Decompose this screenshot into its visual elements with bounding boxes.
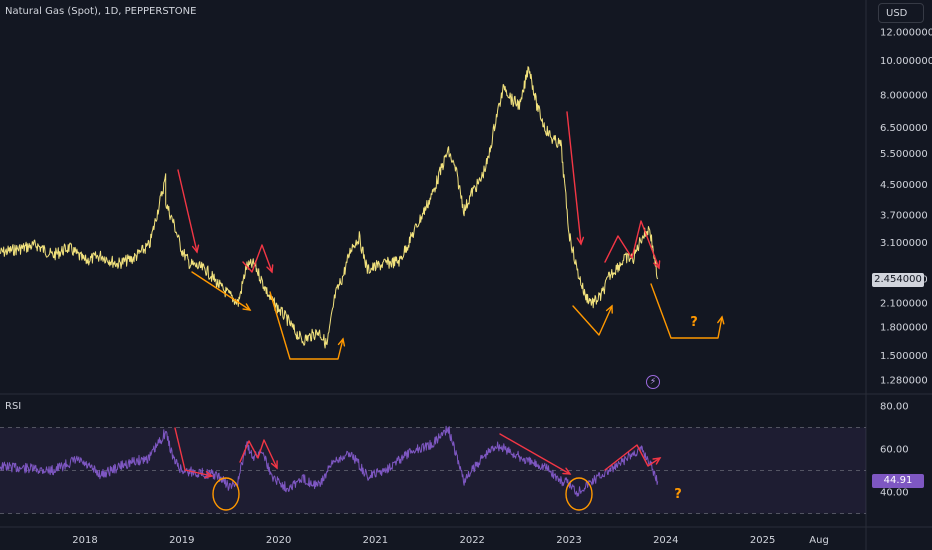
red-arrow-head xyxy=(576,236,585,246)
red-arrow-head xyxy=(653,260,661,270)
time-tick-label: 2020 xyxy=(266,535,291,546)
time-tick-label: Aug xyxy=(809,535,829,546)
price-series-line xyxy=(0,66,659,349)
red-arrow-head xyxy=(652,457,662,465)
price-tick-label: 12.000000 xyxy=(880,28,932,39)
price-tick-label: 1.800000 xyxy=(880,322,928,333)
time-tick-label: 2018 xyxy=(72,535,97,546)
red-arrow-head xyxy=(270,460,278,470)
price-tick-label: 3.700000 xyxy=(880,210,928,221)
price-tick-label: 8.000000 xyxy=(880,91,928,102)
orange-arrow-head xyxy=(337,337,346,347)
lightning-icon[interactable]: ⚡ xyxy=(646,375,660,389)
rsi-series-line xyxy=(0,425,659,497)
orange-circle xyxy=(565,477,593,511)
orange-arrow xyxy=(572,305,613,336)
rsi-value-tag: 44.91 xyxy=(872,474,924,488)
time-tick-label: 2019 xyxy=(169,535,194,546)
price-tick-label: 2.100000 xyxy=(880,299,928,310)
time-tick-label: 2024 xyxy=(653,535,678,546)
time-tick-label: 2025 xyxy=(750,535,775,546)
question-mark-annotation: ? xyxy=(674,487,682,502)
price-tick-label: 5.500000 xyxy=(880,149,928,160)
red-arrow-head xyxy=(562,467,572,475)
red-arrow-head xyxy=(266,264,274,274)
red-arrow-head xyxy=(191,244,200,254)
chart-title: Natural Gas (Spot), 1D, PEPPERSTONE xyxy=(5,6,197,17)
red-arrow xyxy=(499,433,571,475)
red-arrow xyxy=(566,111,582,245)
price-tick-label: 1.500000 xyxy=(880,351,928,362)
orange-arrow-head xyxy=(242,303,252,311)
time-tick-label: 2023 xyxy=(556,535,581,546)
red-arrow xyxy=(174,427,213,477)
price-tick-label: 10.000000 xyxy=(880,56,932,67)
orange-arrow-head xyxy=(717,315,725,325)
question-mark-annotation: ? xyxy=(690,315,698,330)
orange-arrow xyxy=(650,283,723,339)
red-arrow xyxy=(177,169,198,253)
time-tick-label: 2021 xyxy=(363,535,388,546)
red-arrow xyxy=(242,244,273,273)
rsi-tick-label: 60.00 xyxy=(880,445,909,456)
orange-circle xyxy=(212,477,240,511)
price-tick-label: 3.100000 xyxy=(880,238,928,249)
red-arrow xyxy=(604,444,661,471)
price-tick-label: 6.500000 xyxy=(880,123,928,134)
red-arrow xyxy=(604,220,660,269)
price-tick-label: 1.280000 xyxy=(880,376,928,387)
orange-arrow xyxy=(269,291,344,360)
rsi-tick-label: 80.00 xyxy=(880,402,909,413)
orange-arrow-head xyxy=(605,304,613,314)
last-price-tag: 2.454000 xyxy=(872,273,924,287)
red-arrow xyxy=(239,439,278,469)
red-arrow-head xyxy=(204,471,214,479)
currency-button[interactable]: USD xyxy=(878,3,924,23)
time-tick-label: 2022 xyxy=(459,535,484,546)
price-tick-label: 4.500000 xyxy=(880,180,928,191)
orange-arrow xyxy=(191,271,251,311)
rsi-indicator-label[interactable]: RSI xyxy=(5,401,22,412)
rsi-tick-label: 40.00 xyxy=(880,488,909,499)
